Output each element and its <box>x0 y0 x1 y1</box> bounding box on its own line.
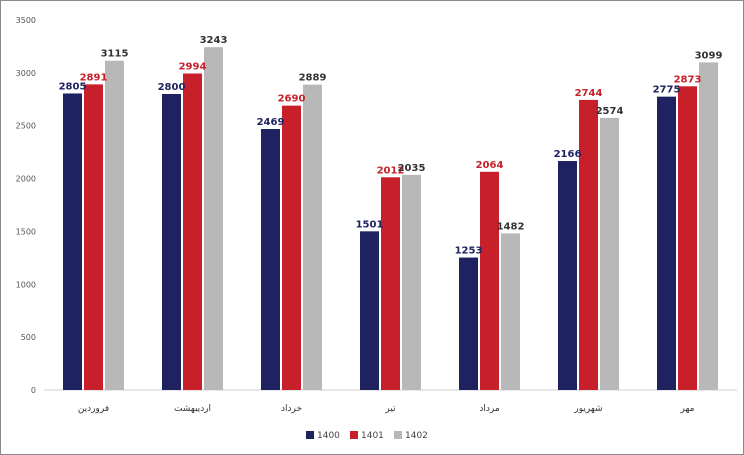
data-label-1402: 3099 <box>695 50 723 61</box>
legend-swatch-1400 <box>306 431 314 439</box>
bar-1401 <box>678 86 697 390</box>
legend-label-1402: 1402 <box>405 431 428 441</box>
bar-1400 <box>63 93 82 390</box>
data-label-1401: 2690 <box>278 94 306 105</box>
data-label-1401: 2994 <box>179 61 207 72</box>
y-tick-label: 3000 <box>16 69 36 78</box>
y-tick-label: 3500 <box>16 16 36 25</box>
bar-1402 <box>600 117 619 391</box>
bar-1400 <box>261 128 280 390</box>
bar-1400 <box>162 94 181 390</box>
y-tick-label: 2000 <box>16 175 36 184</box>
y-tick-label: 2500 <box>16 122 36 131</box>
data-label-1400: 1253 <box>455 246 483 257</box>
data-label-1401: 2012 <box>377 165 405 176</box>
legend-label-1400: 1400 <box>317 431 340 441</box>
bar-1401 <box>183 73 202 391</box>
category-label: اردیبهشت <box>174 404 211 414</box>
category-label: مرداد <box>479 404 499 414</box>
bar-1400 <box>459 257 478 390</box>
bar-1402 <box>303 84 322 390</box>
category-label: مهر <box>680 404 695 414</box>
category-label: شهریور <box>573 404 602 414</box>
y-tick-label: 1500 <box>16 227 36 236</box>
legend-label-1401: 1401 <box>361 431 384 441</box>
bar-1400 <box>360 231 379 390</box>
y-axis-ticks: 0 500 1000 1500 2000 2500 3000 3500 <box>16 16 36 395</box>
data-label-1402: 2035 <box>398 163 426 174</box>
y-tick-label: 500 <box>21 333 36 342</box>
legend: 1400 1401 1402 <box>306 431 428 441</box>
bar-1401 <box>579 99 598 391</box>
data-label-1402: 3115 <box>101 49 129 60</box>
category-label: تیر <box>384 404 396 414</box>
data-label-1400: 2800 <box>158 82 186 93</box>
bars-group <box>63 47 718 391</box>
bar-1402 <box>204 47 223 390</box>
data-label-1400: 2469 <box>257 117 285 128</box>
bar-1400 <box>657 96 676 391</box>
bar-1402 <box>699 62 718 391</box>
data-label-1400: 2166 <box>554 149 582 160</box>
bar-1401 <box>480 171 499 390</box>
data-label-1402: 3243 <box>200 35 228 46</box>
data-label-1401: 2873 <box>674 74 702 85</box>
bar-1402 <box>402 174 421 390</box>
data-label-1400: 1501 <box>356 219 384 230</box>
y-tick-label: 1000 <box>16 280 36 289</box>
legend-swatch-1401 <box>350 431 358 439</box>
legend-swatch-1402 <box>394 431 402 439</box>
data-label-1401: 2891 <box>80 72 108 83</box>
bar-1401 <box>84 84 103 390</box>
bar-1401 <box>381 177 400 390</box>
data-label-1401: 2744 <box>575 88 603 99</box>
bar-1402 <box>105 60 124 390</box>
data-label-1402: 1482 <box>497 221 525 232</box>
data-label-1401: 2064 <box>476 160 504 171</box>
category-label: فروردین <box>78 404 109 414</box>
category-label: خرداد <box>281 404 302 414</box>
data-label-1402: 2889 <box>299 73 327 84</box>
bar-1400 <box>558 161 577 390</box>
bar-1402 <box>501 233 520 390</box>
bar-1401 <box>282 105 301 390</box>
category-labels-group: فروردین اردیبهشت خرداد تیر مرداد شهریور مهر <box>78 404 695 414</box>
y-tick-label: 0 <box>31 386 36 395</box>
data-label-1402: 2574 <box>596 106 624 117</box>
data-label-1400: 2775 <box>653 85 681 96</box>
data-label-1400: 2805 <box>59 81 87 92</box>
